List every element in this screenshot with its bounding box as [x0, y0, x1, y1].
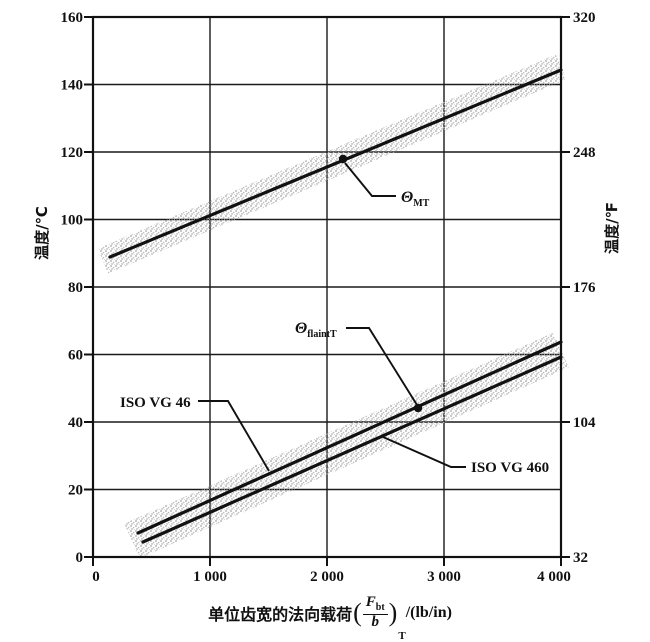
f-tick-248: 248	[573, 145, 596, 161]
c-tick-80: 80	[68, 280, 83, 296]
lower-scatter-band	[124, 332, 569, 559]
f-tick-104: 104	[573, 415, 596, 431]
f-tick-32: 32	[573, 550, 588, 566]
x-tick-1000: 1 000	[193, 569, 227, 585]
theta-mt-line	[108, 68, 563, 259]
f-symbol: F	[365, 594, 376, 611]
y-axis-fahrenheit-ticks: 320 248 176 104 32	[573, 10, 596, 566]
paren-subscript-T: T	[398, 630, 406, 642]
tick-marks	[84, 16, 570, 566]
theta-symbol: Θ	[295, 320, 307, 337]
theta-flaint-leader	[346, 327, 418, 406]
fraction-denominator: b	[371, 613, 379, 630]
c-tick-140: 140	[61, 78, 84, 94]
theta-mt-label: ΘMT	[401, 189, 430, 209]
iso-vg-460-leader	[382, 436, 466, 468]
y-axis-celsius-ticks: 160 140 120 100 80 60 40 20 0	[61, 10, 84, 566]
theta-flaint-label: ΘflaintT	[295, 320, 337, 340]
c-tick-0: 0	[76, 550, 84, 566]
x-tick-2000: 2 000	[310, 569, 344, 585]
iso-vg-46-label: ISO VG 46	[120, 395, 191, 411]
theta-symbol: Θ	[401, 189, 413, 206]
c-tick-160: 160	[61, 10, 84, 26]
f-tick-320: 320	[573, 10, 596, 26]
y-axis-right-title: 温度/℉	[603, 202, 621, 254]
c-tick-60: 60	[68, 348, 83, 364]
close-paren: )	[388, 598, 398, 627]
c-tick-100: 100	[61, 213, 84, 229]
theta-mt-subscript: MT	[413, 198, 429, 209]
iso-vg-460-label: ISO VG 460	[471, 460, 549, 476]
annotation-leaders	[198, 162, 466, 472]
f-tick-176: 176	[573, 280, 596, 296]
c-tick-40: 40	[68, 415, 83, 431]
open-paren: (	[353, 598, 362, 627]
f-subscript: bt	[375, 602, 385, 614]
x-tick-4000: 4 000	[537, 569, 571, 585]
y-axis-left-title: 温度/℃	[33, 206, 51, 260]
x-axis-title: 单位齿宽的法向载荷(Fbt b) T /(lb/in)	[90, 588, 570, 642]
x-tick-3000: 3 000	[427, 569, 461, 585]
iso-vg-46-line	[136, 340, 563, 535]
c-tick-120: 120	[61, 145, 84, 161]
x-axis-ticks: 0 1 000 2 000 3 000 4 000	[92, 569, 571, 585]
x-tick-0: 0	[92, 569, 100, 585]
theta-flaint-subscript: flaintT	[307, 329, 337, 340]
load-fraction: Fbt b	[362, 594, 388, 630]
fraction-numerator: Fbt	[362, 594, 388, 615]
data-lines	[108, 68, 563, 544]
iso-vg-460-line	[141, 355, 563, 544]
x-title-units: /(lb/in)	[405, 604, 452, 621]
theta-flaint-point	[413, 403, 423, 413]
theta-mt-point	[338, 154, 348, 164]
c-tick-20: 20	[68, 483, 83, 499]
iso-vg-46-leader	[198, 400, 270, 472]
x-title-text: 单位齿宽的法向载荷	[208, 605, 353, 624]
theta-mt-leader	[344, 162, 396, 197]
